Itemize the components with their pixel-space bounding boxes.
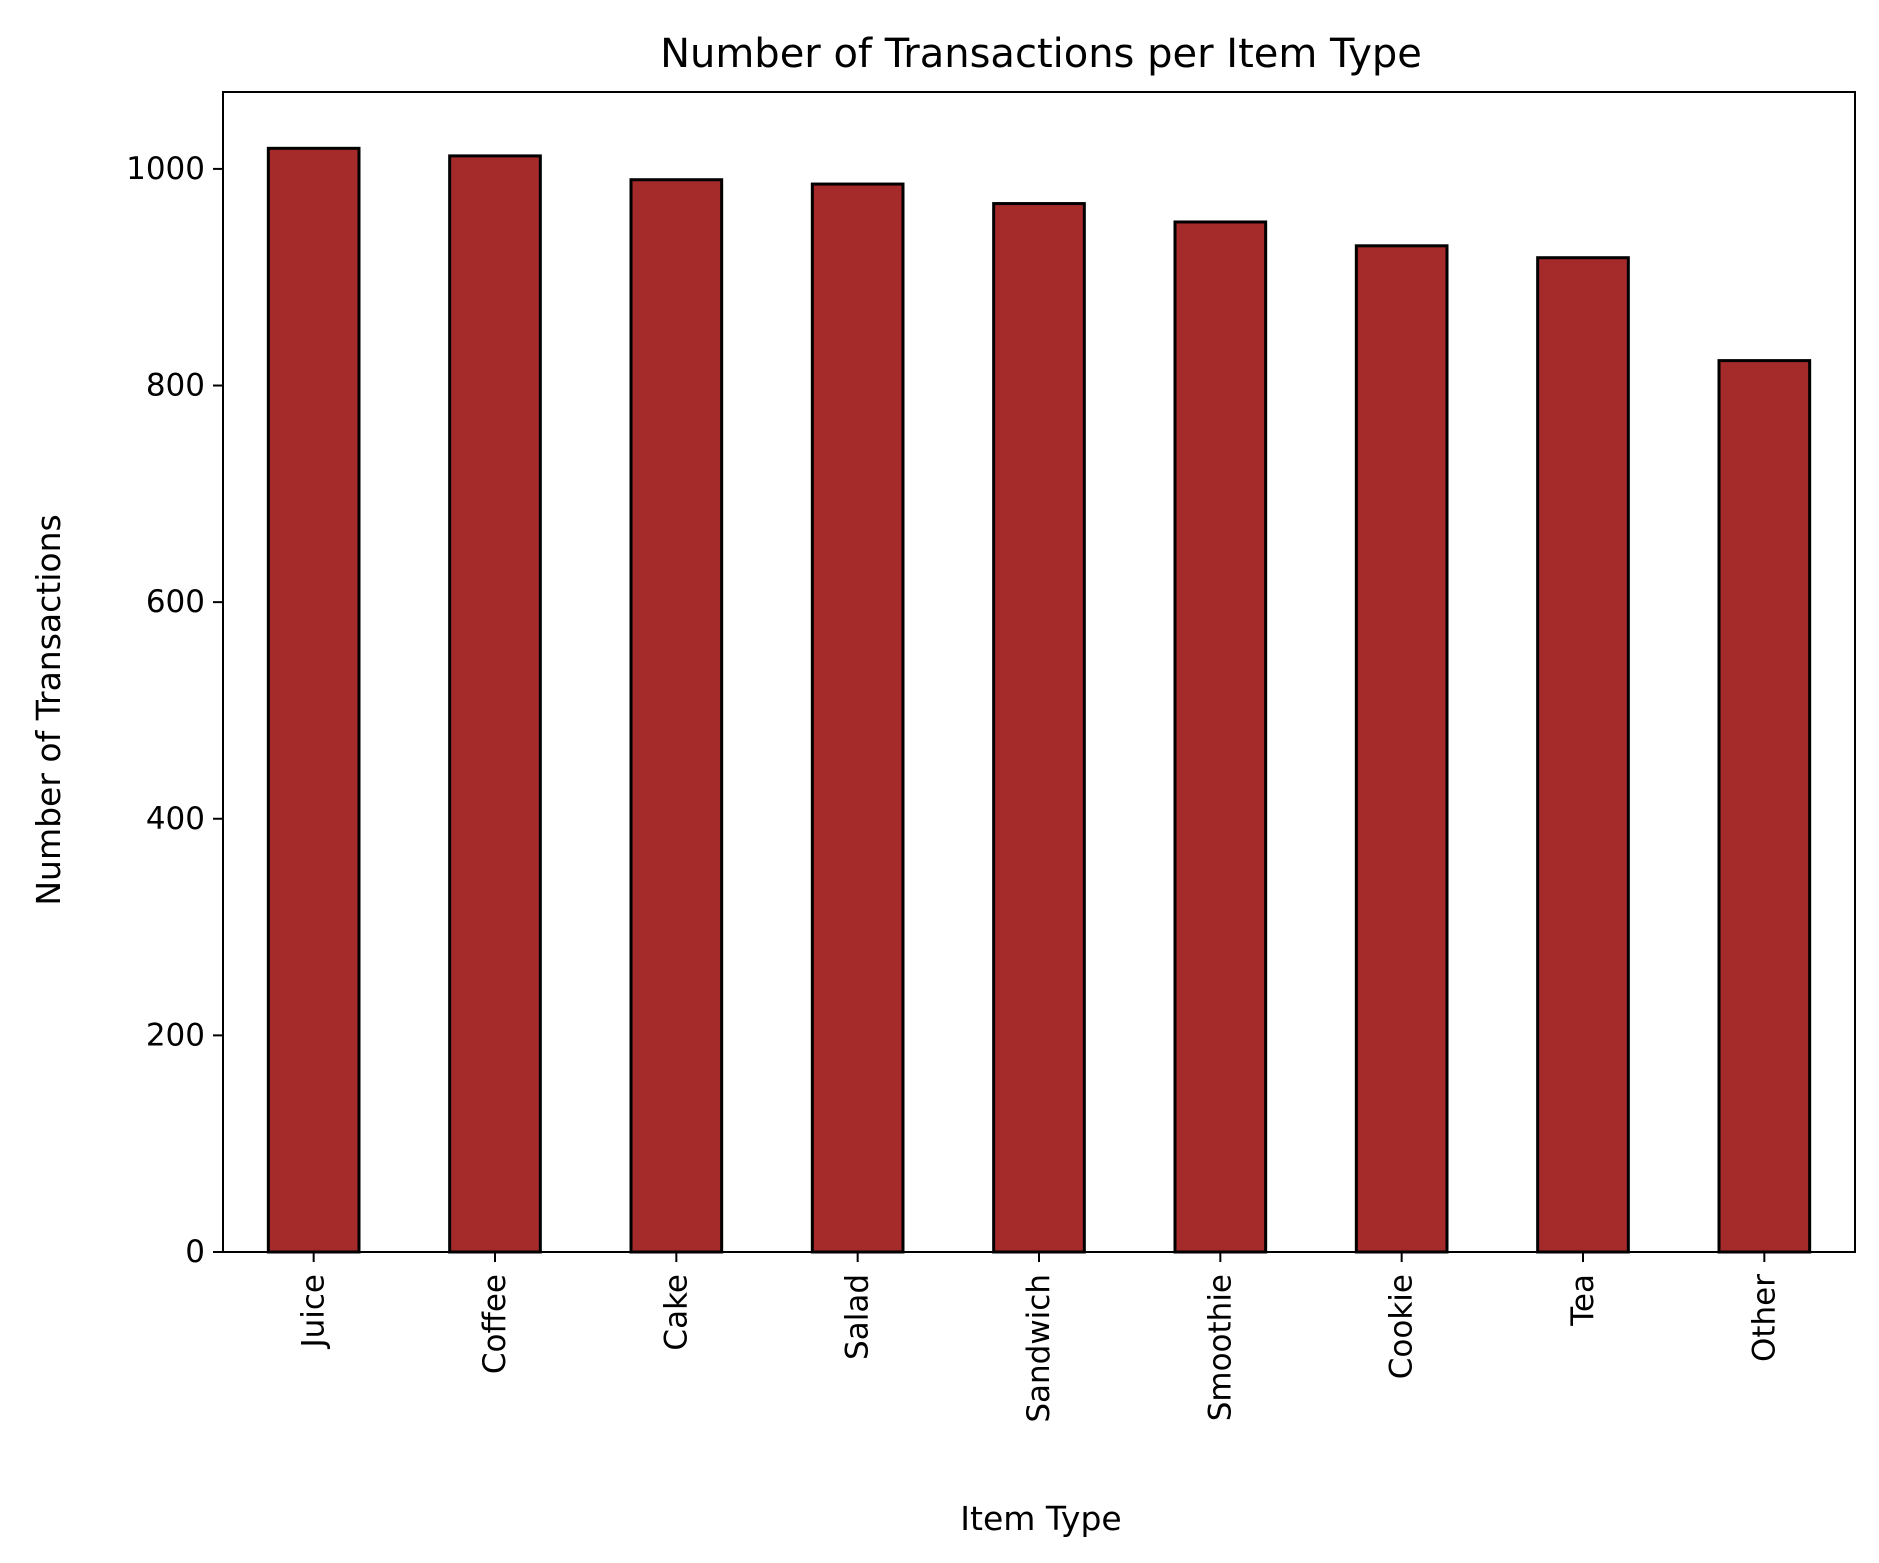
bar-salad	[810, 182, 905, 1254]
x-tick-label: Cookie	[1384, 1274, 1420, 1379]
plot-frame	[222, 91, 1856, 1253]
y-tick-label: 400	[146, 801, 205, 837]
x-tick-label: Other	[1746, 1274, 1782, 1362]
x-tick-label: Smoothie	[1202, 1274, 1238, 1421]
x-tick-label: Cake	[658, 1274, 694, 1351]
chart-title: Number of Transactions per Item Type	[660, 31, 1422, 77]
x-tick-label: Tea	[1565, 1274, 1601, 1327]
x-axis-label: Item Type	[960, 1499, 1121, 1538]
x-tick-label: Coffee	[477, 1274, 513, 1374]
bar-other	[1717, 359, 1812, 1254]
y-tick-label: 800	[146, 368, 205, 404]
y-axis-label: Number of Transactions	[29, 514, 68, 905]
x-axis-ticks: Juice Coffee Cake Salad Sandwich Smoothie Cook…	[296, 1252, 1782, 1423]
x-tick-label: Juice	[296, 1274, 332, 1350]
x-tick-label: Sandwich	[1021, 1274, 1057, 1423]
y-tick-label: 1000	[126, 151, 205, 187]
bars-group	[266, 146, 1812, 1254]
x-tick-label: Salad	[840, 1274, 876, 1360]
y-tick-label: 600	[146, 584, 205, 620]
bar-juice	[266, 146, 361, 1254]
bar-sandwich	[992, 202, 1086, 1254]
bar-coffee	[448, 154, 542, 1254]
y-axis-ticks: 0 200 400 600 800 1000	[126, 151, 223, 1270]
bar-tea	[1536, 256, 1630, 1254]
bar-cookie	[1354, 244, 1449, 1254]
y-tick-label: 0	[185, 1234, 205, 1270]
bar-smoothie	[1173, 220, 1268, 1254]
bar-cake	[629, 178, 724, 1254]
y-tick-label: 200	[146, 1017, 205, 1053]
